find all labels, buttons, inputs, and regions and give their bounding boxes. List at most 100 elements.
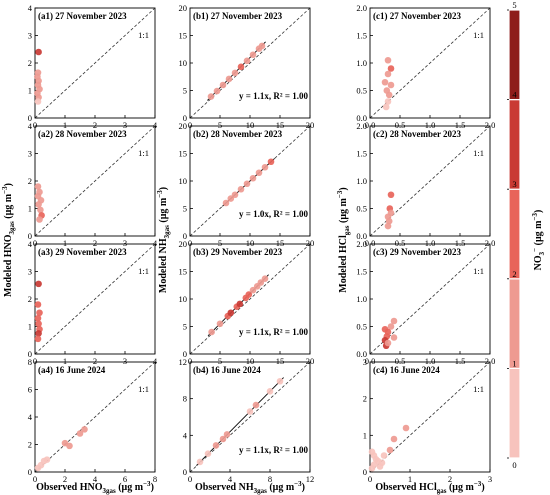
y-tick-label: 1.0 <box>356 294 367 304</box>
data-point <box>387 191 395 199</box>
y-tick-label: 0 <box>28 231 32 241</box>
data-point <box>390 435 398 443</box>
data-point <box>249 174 257 182</box>
data-point <box>252 401 260 409</box>
y-tick-label: 0 <box>183 349 187 359</box>
y-tick-label: 0 <box>28 349 32 359</box>
y-tick-label: 1 <box>28 86 32 96</box>
one-to-one-line <box>369 361 491 473</box>
data-point <box>227 195 235 202</box>
data-point <box>213 87 221 95</box>
x-tick-label: 1 <box>63 120 67 130</box>
x-tick-label: 4 <box>153 120 158 130</box>
data-point <box>384 98 392 105</box>
y-axis-label-2: Modeled NH3gas (μg m−3) <box>156 187 171 293</box>
x-tick-label: 15 <box>276 120 285 130</box>
x-tick-label: 2.0 <box>485 356 496 366</box>
data-point <box>225 75 233 83</box>
colorbar-tick-label: 3 <box>512 179 516 189</box>
panel-title: (c1) 27 November 2023 <box>373 11 462 21</box>
data-point <box>34 335 42 343</box>
data-point <box>257 279 265 286</box>
y-tick-label: 3 <box>28 149 32 159</box>
colorbar-bin <box>508 367 521 459</box>
x-tick-label: 12 <box>306 474 315 484</box>
data-point <box>267 158 275 166</box>
colorbar: 0 1 2 3 4 5 NO3− (μg m−3) <box>507 0 546 470</box>
y-tick-label: 5 <box>183 86 187 96</box>
x-tick-label: 10 <box>246 356 255 366</box>
y-tick-label: 12 <box>179 357 188 367</box>
colorbar-tick-label: 5 <box>512 0 516 10</box>
data-point <box>387 323 395 330</box>
y-tick-label: 4 <box>28 239 33 249</box>
data-point <box>36 216 43 223</box>
y-tick-label: 0 <box>183 467 187 477</box>
data-point <box>212 442 220 449</box>
y-tick-label: 2.0 <box>356 121 367 131</box>
data-point <box>219 435 227 443</box>
y-tick-label: 5 <box>183 204 187 214</box>
data-point <box>37 206 44 214</box>
data-point <box>222 199 230 207</box>
y-tick-label: 2 <box>28 294 32 304</box>
y-tick-label: 2 <box>28 58 32 68</box>
panel-title: (b2) 28 November 2023 <box>193 129 283 139</box>
data-point <box>231 191 239 199</box>
data-point <box>387 65 395 72</box>
colorbar-tick-label: 0 <box>512 460 516 470</box>
data-point <box>204 450 212 457</box>
x-tick-label: 5 <box>218 238 222 248</box>
y-tick-label: 0 <box>183 113 187 123</box>
data-point <box>249 286 257 294</box>
y-tick-label: 0.0 <box>356 231 367 241</box>
x-tick-label: 0 <box>188 474 192 484</box>
data-point <box>255 169 263 177</box>
x-tick-label: 10 <box>246 120 255 130</box>
y-tick-label: 3 <box>28 31 32 41</box>
x-tick-label: 2 <box>93 238 97 248</box>
one-to-one-line <box>34 361 156 473</box>
data-point <box>261 275 269 282</box>
y-tick-label: 1.0 <box>356 176 367 186</box>
data-point <box>35 48 42 56</box>
x-tick-label: 2.0 <box>485 120 496 130</box>
y-tick-label: 1.5 <box>356 149 367 159</box>
panel-title: (a2) 28 November 2023 <box>38 129 127 139</box>
y-tick-label: 3 <box>28 267 32 277</box>
x-axis-label-2: Observed NH3gas (μg m−3) <box>195 480 305 495</box>
y-tick-label: 0.0 <box>356 349 367 359</box>
fit-annotation: y = 1.1x, R² = 1.00 <box>239 445 308 455</box>
colorbar-tick-label: 1 <box>512 358 516 368</box>
data-point <box>386 446 394 454</box>
data-point <box>34 314 42 322</box>
data-point <box>368 465 376 472</box>
data-point <box>236 300 244 308</box>
colorbar-label: NO3− (μg m−3) <box>531 210 546 271</box>
data-point <box>35 201 42 208</box>
data-point <box>35 330 42 337</box>
y-tick-label: 4 <box>28 412 33 422</box>
panel-title: (c2) 28 November 2023 <box>373 129 462 139</box>
data-point <box>384 339 392 347</box>
y-tick-label: 5 <box>183 322 187 332</box>
colorbar-tick-label: 2 <box>512 269 516 279</box>
panel-title: (b3) 29 November 2023 <box>193 247 283 257</box>
y-tick-label: 15 <box>179 267 188 277</box>
x-tick-label: 1.5 <box>455 356 466 366</box>
panel-3: 0.0 0.5 1.0 1.5 2.00.00.51.01.52.0(c1) 27 No… <box>356 3 495 130</box>
colorbar-bin <box>508 278 521 369</box>
panel-title: (b4) 16 June 2024 <box>193 365 261 375</box>
data-point <box>390 334 398 341</box>
x-tick-label: 4 <box>153 238 158 248</box>
panel-frame <box>369 361 491 473</box>
y-axis-label-3: Modeled HClgas (μg m−3) <box>336 187 351 292</box>
y-tick-label: 0 <box>28 113 32 123</box>
x-tick-label: 2 <box>63 474 67 484</box>
y-tick-label: 0.5 <box>356 86 367 96</box>
